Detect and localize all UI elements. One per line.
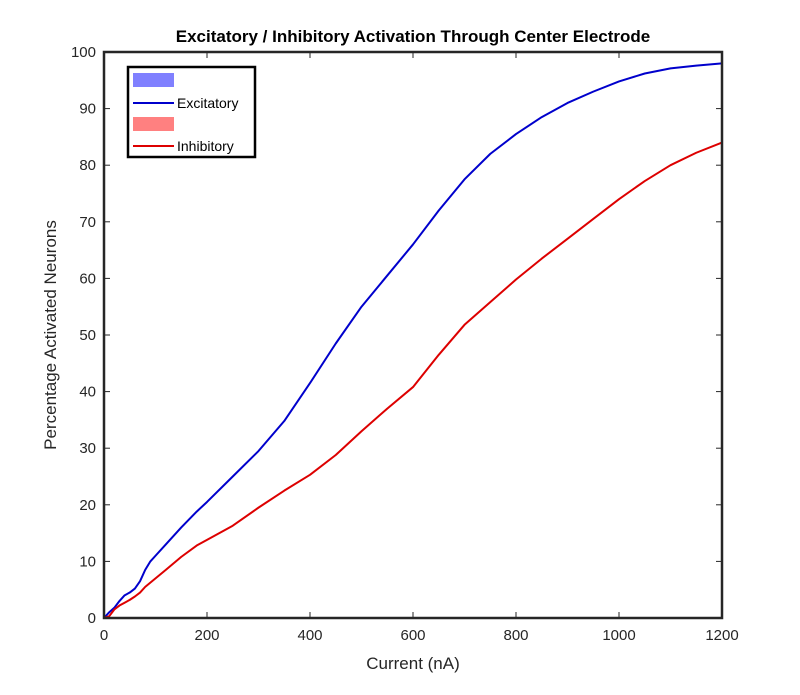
y-tick-label: 60 xyxy=(79,270,96,287)
y-axis-label: Percentage Activated Neurons xyxy=(41,220,60,450)
x-tick-label: 0 xyxy=(100,627,108,644)
y-tick-label: 80 xyxy=(79,157,96,174)
legend: Excitatory Inhibitory xyxy=(126,65,257,159)
y-tick-label: 70 xyxy=(79,214,96,231)
legend-label: Inhibitory xyxy=(177,138,234,154)
x-tick-label: 1200 xyxy=(705,627,738,644)
y-tick-label: 100 xyxy=(71,44,96,61)
x-tick-label: 600 xyxy=(400,627,425,644)
x-axis-label: Current (nA) xyxy=(366,654,460,673)
x-tick-label: 400 xyxy=(297,627,322,644)
legend-patch xyxy=(133,73,174,87)
x-tick-label: 1000 xyxy=(602,627,635,644)
series-layer xyxy=(103,62,723,619)
y-tick-label: 40 xyxy=(79,384,96,401)
x-tick-label: 200 xyxy=(194,627,219,644)
y-tick-label: 90 xyxy=(79,101,96,118)
y-tick-label: 30 xyxy=(79,440,96,457)
series-line-inhibitory xyxy=(103,141,723,619)
y-tick-label: 20 xyxy=(79,497,96,514)
chart-title: Excitatory / Inhibitory Activation Throu… xyxy=(176,27,651,46)
x-tick-label: 800 xyxy=(503,627,528,644)
legend-patch xyxy=(133,117,174,131)
y-tick-label: 50 xyxy=(79,327,96,344)
y-tick-label: 10 xyxy=(79,553,96,570)
y-tick-label: 0 xyxy=(88,610,96,627)
series-line-excitatory xyxy=(103,62,723,619)
ticks-layer: 0 200 400 600 800 1000 1200 0 10 20 30 40 50 60 70 80 90… xyxy=(71,44,739,644)
legend-label: Excitatory xyxy=(177,95,238,111)
